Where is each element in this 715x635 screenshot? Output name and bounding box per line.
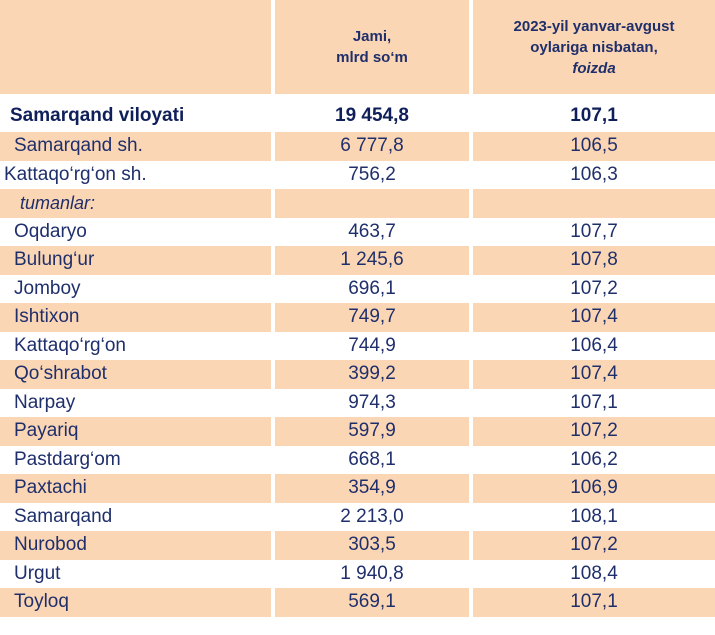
- row-percent: 107,4: [473, 303, 715, 332]
- total-row: Samarqand viloyati 19 454,8 107,1: [0, 100, 715, 132]
- row-percent: 107,8: [473, 246, 715, 275]
- row-name: Pastdarg‘om: [14, 448, 121, 470]
- row-percent: 106,3: [570, 163, 618, 185]
- row-name: Payariq: [0, 417, 271, 446]
- row-value: 303,5: [275, 531, 469, 560]
- row-value: 6 777,8: [275, 132, 469, 161]
- row-percent: 108,4: [570, 562, 618, 584]
- header-percent-line3: foizda: [572, 59, 616, 77]
- row-percent: 106,5: [473, 132, 715, 161]
- row-percent: 106,4: [570, 334, 618, 356]
- row-percent: 107,7: [570, 220, 618, 242]
- table-header-row: Jami, mlrd so‘m 2023-yil yanvar-avgust o…: [0, 0, 715, 94]
- row-percent: 107,1: [473, 588, 715, 617]
- row-value: [275, 189, 469, 218]
- district-row: Qo‘shrabot 399,2 107,4: [0, 360, 715, 389]
- row-percent: 106,2: [570, 448, 618, 470]
- row-name: Bulung‘ur: [0, 246, 271, 275]
- header-total-line2: mlrd so‘m: [336, 49, 408, 66]
- row-value: 569,1: [275, 588, 469, 617]
- row-name: Narpay: [14, 391, 76, 413]
- statistics-table: Jami, mlrd so‘m 2023-yil yanvar-avgust o…: [0, 0, 715, 617]
- district-row: Pastdarg‘om 668,1 106,2: [0, 445, 715, 474]
- row-name: Oqdaryo: [14, 220, 87, 242]
- row-name: Nurobod: [0, 531, 271, 560]
- row-name: Toyloq: [0, 588, 271, 617]
- district-row: Jomboy 696,1 107,2: [0, 274, 715, 303]
- header-percent-cell: 2023-yil yanvar-avgust oylariga nisbatan…: [473, 0, 715, 94]
- row-percent: 107,1: [570, 391, 618, 413]
- row-value: 756,2: [348, 163, 396, 185]
- header-percent-line2: oylariga nisbatan,: [530, 38, 658, 56]
- row-value: 1 245,6: [275, 246, 469, 275]
- row-percent: 107,2: [473, 417, 715, 446]
- row-value: 744,9: [348, 334, 396, 356]
- header-total-cell: Jami, mlrd so‘m: [275, 0, 469, 94]
- district-row: Paxtachi 354,9 106,9: [0, 474, 715, 503]
- row-value: 696,1: [348, 277, 396, 299]
- total-name: Samarqand viloyati: [10, 105, 185, 126]
- district-row: Samarqand 2 213,0 108,1: [0, 502, 715, 531]
- row-name: Jomboy: [14, 277, 81, 299]
- row-value: 2 213,0: [340, 505, 404, 527]
- district-row: Payariq 597,9 107,2: [0, 417, 715, 446]
- row-value: 597,9: [275, 417, 469, 446]
- row-name: Paxtachi: [0, 474, 271, 503]
- row-percent: 106,9: [473, 474, 715, 503]
- row-value: 354,9: [275, 474, 469, 503]
- row-name: Ishtixon: [0, 303, 271, 332]
- districts-label-row: tumanlar:: [0, 189, 715, 218]
- district-row: Narpay 974,3 107,1: [0, 388, 715, 417]
- header-percent-line1: 2023-yil yanvar-avgust: [513, 17, 675, 35]
- district-row: Nurobod 303,5 107,2: [0, 531, 715, 560]
- row-percent: 108,1: [570, 505, 618, 527]
- row-name: Samarqand: [14, 505, 113, 527]
- header-empty-cell: [0, 0, 271, 94]
- header-total-line1: Jami,: [352, 28, 392, 45]
- row-percent: 107,2: [570, 277, 618, 299]
- row-value: 668,1: [348, 448, 396, 470]
- row-value: 749,7: [275, 303, 469, 332]
- row-name: Samarqand sh.: [0, 132, 271, 161]
- district-row: Toyloq 569,1 107,1: [0, 588, 715, 617]
- row-value: 463,7: [348, 220, 396, 242]
- row-percent: 107,2: [473, 531, 715, 560]
- row-value: 1 940,8: [340, 562, 404, 584]
- row-value: 399,2: [275, 360, 469, 389]
- row-percent: [473, 189, 715, 218]
- row-name: Urgut: [14, 562, 61, 584]
- city-row: Samarqand sh. 6 777,8 106,5: [0, 132, 715, 161]
- total-percent: 107,1: [570, 105, 618, 126]
- row-name: Kattaqo‘rg‘on sh.: [4, 163, 147, 185]
- district-row: Kattaqo‘rg‘on 744,9 106,4: [0, 331, 715, 360]
- district-row: Ishtixon 749,7 107,4: [0, 303, 715, 332]
- row-name: Qo‘shrabot: [0, 360, 271, 389]
- total-value: 19 454,8: [335, 105, 409, 126]
- district-row: Urgut 1 940,8 108,4: [0, 559, 715, 588]
- row-value: 974,3: [348, 391, 396, 413]
- city-row: Kattaqo‘rg‘on sh. 756,2 106,3: [0, 160, 715, 189]
- row-name: tumanlar:: [0, 189, 271, 218]
- row-name: Kattaqo‘rg‘on: [14, 334, 126, 356]
- district-row: Bulung‘ur 1 245,6 107,8: [0, 246, 715, 275]
- district-row: Oqdaryo 463,7 107,7: [0, 217, 715, 246]
- row-percent: 107,4: [473, 360, 715, 389]
